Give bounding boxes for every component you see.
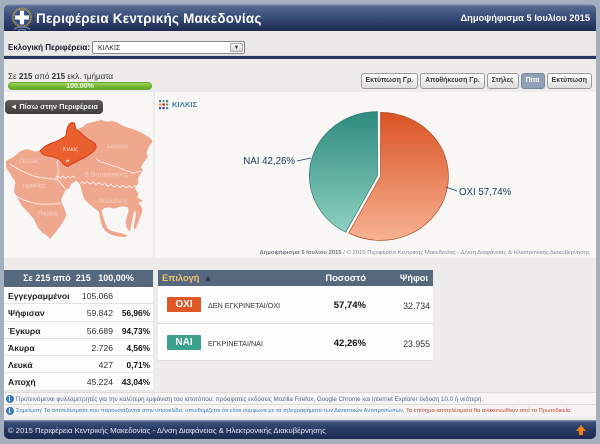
svg-text:Κιλκίς: Κιλκίς — [63, 147, 79, 153]
svg-text:Πιερίας: Πιερίας — [38, 212, 58, 218]
svg-text:Ημαθίας: Ημαθίας — [23, 184, 45, 190]
svg-text:Πέλλας: Πέλλας — [20, 158, 39, 165]
svg-text:Χαλκιδικής: Χαλκιδικής — [99, 198, 128, 205]
svg-text:Σερρών: Σερρών — [107, 144, 128, 150]
svg-text:Β.Θεσσαλονίκης: Β.Θεσσαλονίκης — [85, 173, 129, 179]
